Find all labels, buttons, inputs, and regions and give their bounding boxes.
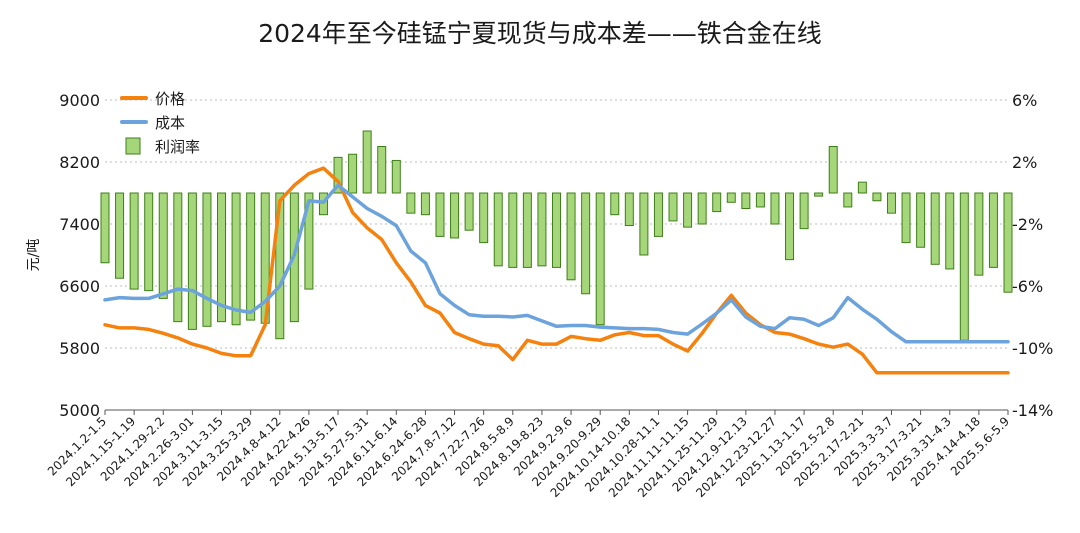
profit-bar [988,192,998,268]
profit-bar [1003,192,1013,293]
profit-bar [581,192,591,295]
right-tick-label: -2% [1012,215,1043,234]
profit-bar [100,192,110,264]
profit-bar [479,192,489,244]
profit-bar [712,192,722,213]
profit-bar [508,192,518,268]
profit-bars [100,130,1013,341]
x-axis: 2024.1.2-1.52024.1.15-1.192024.1.29-2.22… [45,409,1012,500]
profit-bar [202,192,212,327]
right-tick-label: -10% [1012,339,1053,358]
profit-bar [275,192,285,340]
profit-bar [916,192,926,248]
right-tick-label: -14% [1012,401,1053,420]
left-tick-label: 6600 [59,277,100,296]
profit-bar [886,192,896,214]
profit-bar [566,192,576,281]
profit-bar [217,192,227,323]
legend: 价格 成本 利润率 [120,90,200,156]
profit-bar [406,192,416,214]
profit-bar [697,192,707,225]
profit-bar [959,192,969,341]
price-line [103,166,1010,375]
profit-bar [785,192,795,261]
left-tick-label: 5800 [59,339,100,358]
profit-bar [333,156,343,194]
profit-bar [231,192,241,326]
profit-bar [755,192,765,208]
profit-bar [522,192,532,268]
profit-bar [945,192,955,270]
legend-profit-swatch [125,137,141,155]
profit-bar [974,192,984,276]
legend-profit-label: 利润率 [155,138,200,156]
profit-bar [683,192,693,228]
profit-bar [115,192,125,279]
profit-bar [857,181,867,194]
profit-bar [799,192,809,230]
profit-bar [304,192,314,290]
profit-bar [668,192,678,222]
profit-bar [391,159,401,194]
profit-bar [493,192,503,267]
legend-price-label: 价格 [155,90,185,108]
left-tick-label: 5000 [59,401,100,420]
left-axis: 5000 5800 6600 7400 8200 9000 [59,91,100,420]
profit-bar [770,192,780,225]
profit-bar [435,192,445,237]
price-cost-lines [103,166,1010,375]
profit-bar [901,192,911,244]
profit-bar [726,192,736,203]
profit-bar [552,192,561,268]
profit-bar [377,146,387,194]
profit-bar [828,146,838,194]
profit-bar [872,192,882,202]
profit-bar [843,192,853,208]
right-tick-label: 6% [1012,91,1037,110]
legend-cost-label: 成本 [155,114,185,132]
right-axis: -14% -10% -6% -2% 2% 6% [1012,91,1053,420]
profit-bar [362,130,372,194]
chart-title: 2024年至今硅锰宁夏现货与成本差——铁合金在线 [258,19,822,48]
left-tick-label: 9000 [59,91,100,110]
profit-bar [173,192,183,323]
profit-bar [814,192,824,197]
profit-bar [595,192,605,326]
profit-bar [537,192,547,267]
profit-bar [348,153,358,194]
profit-bar [639,192,649,256]
profit-bar [450,192,460,239]
left-tick-label: 8200 [59,153,100,172]
cost-line [103,183,1010,344]
profit-bar [129,192,139,290]
left-tick-label: 7400 [59,215,100,234]
profit-bar [930,192,940,265]
right-tick-label: 2% [1012,153,1037,172]
profit-bar [653,192,663,237]
profit-bar [464,192,474,231]
right-tick-label: -6% [1012,277,1043,296]
profit-bar [158,192,168,299]
profit-bar [144,192,154,292]
profit-bar [187,192,197,330]
profit-bar [610,192,620,216]
left-axis-label: 元/吨 [26,239,42,272]
profit-bar [420,192,430,216]
profit-bar [741,192,751,209]
profit-bar [624,192,634,227]
profit-bar [246,192,256,321]
